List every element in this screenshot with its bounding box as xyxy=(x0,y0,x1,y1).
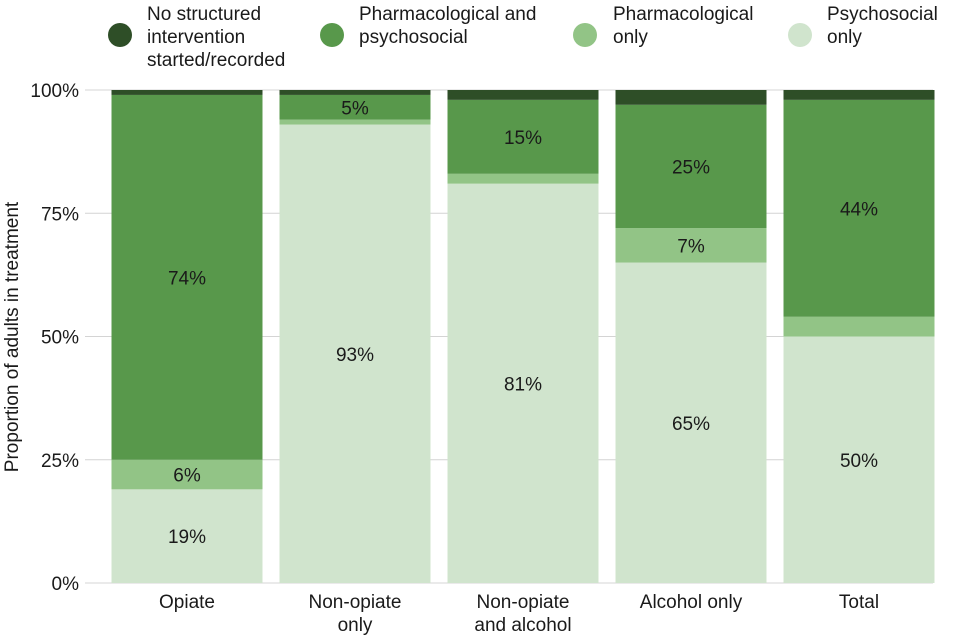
bar-segment xyxy=(615,104,767,229)
bar-segment xyxy=(783,316,935,337)
bar-segment xyxy=(783,336,935,583)
legend-swatch xyxy=(573,23,597,47)
x-tick-label: Non-opiate and alcohol xyxy=(474,592,571,636)
legend-swatch xyxy=(320,23,344,47)
legend-label: Pharmacological and psychosocial xyxy=(359,4,536,48)
bar-segment xyxy=(111,94,263,460)
bars xyxy=(111,90,935,584)
bar-segment xyxy=(111,489,263,583)
x-tick-label: Total xyxy=(839,592,879,613)
data-label: 5% xyxy=(341,98,369,119)
x-axis: Opiate Non-opiate only Non-opiate and alcoho… xyxy=(159,592,879,636)
bar-segment xyxy=(615,90,767,105)
legend-swatch xyxy=(108,23,132,47)
data-label: 7% xyxy=(677,236,705,257)
data-labels: 19% 6% 74% 93% 5% 81% 15% 65% 7% 25% 50% 44% xyxy=(168,98,878,548)
y-tick-label: 100% xyxy=(30,81,79,102)
bar-segment xyxy=(111,459,263,490)
bar-segment xyxy=(111,90,263,95)
data-label: 6% xyxy=(173,466,201,487)
bar-segment xyxy=(279,90,431,95)
x-tick-label: Alcohol only xyxy=(640,592,743,613)
data-label: 50% xyxy=(840,451,878,472)
y-tick-label: 25% xyxy=(41,451,79,472)
legend: No structured intervention started/recorde… xyxy=(108,4,938,71)
data-label: 44% xyxy=(840,199,878,220)
x-tick-label: Non-opiate only xyxy=(309,592,402,636)
data-label: 19% xyxy=(168,527,206,548)
legend-label: No structured intervention started/recorde… xyxy=(147,4,285,71)
data-label: 74% xyxy=(168,268,206,289)
bar-segment xyxy=(447,90,599,100)
y-axis: 0% 25% 50% 75% 100% xyxy=(30,81,79,595)
legend-label: Pharmacological only xyxy=(613,4,753,48)
y-tick-label: 0% xyxy=(52,574,80,595)
bar-segment xyxy=(447,183,599,584)
y-tick-label: 75% xyxy=(41,204,79,225)
data-label: 93% xyxy=(336,345,374,366)
bar-segment xyxy=(447,99,599,174)
bar-segment xyxy=(279,124,431,583)
data-label: 65% xyxy=(672,414,710,435)
bar-segment xyxy=(615,228,767,263)
y-axis-title: Proportion of adults in treatment xyxy=(2,201,23,472)
bar-segment xyxy=(783,90,935,100)
data-label: 81% xyxy=(504,374,542,395)
data-label: 25% xyxy=(672,157,710,178)
bar-segment xyxy=(783,99,935,317)
legend-label: Psychosocial only xyxy=(827,4,938,48)
bar-segment xyxy=(279,94,431,120)
data-label: 15% xyxy=(504,128,542,149)
bar-segment xyxy=(447,173,599,184)
bar-segment xyxy=(615,262,767,583)
bar-segment xyxy=(279,119,431,125)
y-tick-label: 50% xyxy=(41,328,79,349)
legend-swatch xyxy=(788,23,812,47)
x-tick-label: Opiate xyxy=(159,592,215,613)
